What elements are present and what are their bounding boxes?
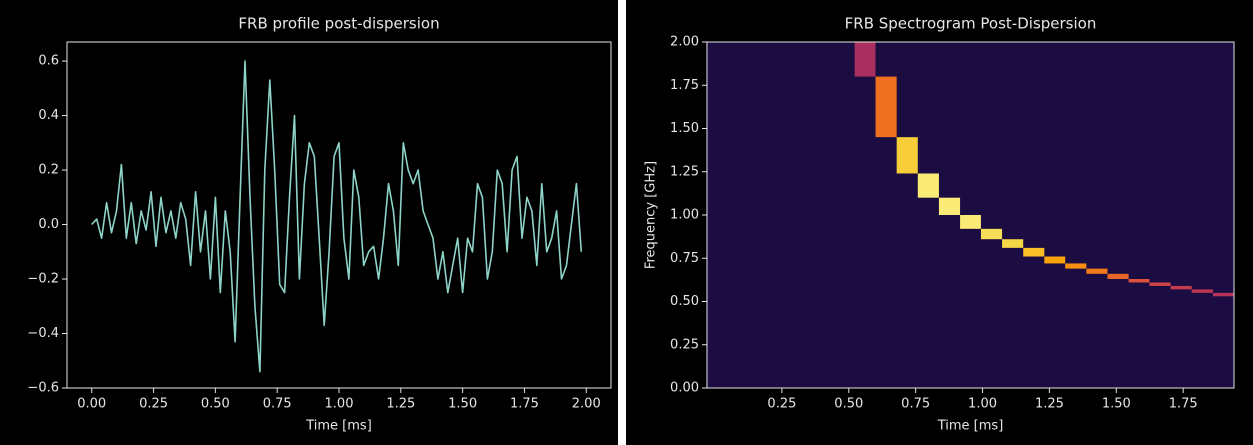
chart-title: FRB profile post-dispersion <box>238 15 439 33</box>
x-tick-label: 1.75 <box>510 397 539 412</box>
x-tick-label: 1.50 <box>1102 397 1131 412</box>
y-tick-label: 0.75 <box>670 251 699 266</box>
heatmap-cell <box>1002 239 1024 248</box>
y-tick-label: 0.6 <box>38 54 59 69</box>
x-tick-label: 2.00 <box>572 397 601 412</box>
y-tick-label: 0.25 <box>670 337 699 352</box>
x-tick-label: 1.75 <box>1169 397 1198 412</box>
y-tick-label: −0.2 <box>27 272 59 287</box>
y-axis-label: Frequency [GHz] <box>644 161 659 269</box>
x-tick-label: 0.00 <box>77 397 106 412</box>
heatmap-cell <box>938 197 961 215</box>
y-tick-label: 1.50 <box>670 121 699 136</box>
heatmap-cell <box>1170 285 1192 290</box>
y-tick-label: −0.4 <box>27 326 59 341</box>
heatmap-cell <box>1086 268 1108 274</box>
x-axis-label: Time [ms] <box>305 419 372 434</box>
x-tick-label: 1.25 <box>386 397 415 412</box>
x-tick-label: 1.00 <box>325 397 354 412</box>
x-tick-label: 1.50 <box>448 397 477 412</box>
y-tick-label: 1.25 <box>670 164 699 179</box>
x-tick-label: 0.50 <box>201 397 230 412</box>
x-axis-label: Time [ms] <box>937 419 1004 434</box>
y-tick-label: 2.00 <box>670 35 699 50</box>
x-tick-label: 1.25 <box>1035 397 1064 412</box>
profile-line <box>91 60 583 373</box>
panel-background <box>0 0 618 445</box>
x-tick-label: 0.75 <box>263 397 292 412</box>
heatmap-cell <box>896 137 918 174</box>
y-tick-label: −0.6 <box>27 381 59 396</box>
heatmap-cell <box>960 215 981 229</box>
y-tick-label: 0.4 <box>38 108 59 123</box>
y-tick-label: 1.75 <box>670 78 699 93</box>
y-tick-label: 0.2 <box>38 163 59 178</box>
x-tick-label: 0.50 <box>834 397 863 412</box>
heatmap-cell <box>1044 256 1066 264</box>
y-tick-label: 0.0 <box>38 217 59 232</box>
x-tick-label: 0.25 <box>767 397 796 412</box>
heatmap-cell <box>1149 282 1171 286</box>
heatmap-cell <box>917 173 939 198</box>
heatmap-cell <box>1128 279 1150 283</box>
heatmap-cell <box>1212 292 1234 297</box>
heatmap-cell <box>854 42 876 77</box>
chart-title: FRB Spectrogram Post-Dispersion <box>845 15 1097 33</box>
heatmap-cell <box>1065 263 1087 269</box>
x-tick-label: 0.75 <box>901 397 930 412</box>
y-tick-label: 0.50 <box>670 294 699 309</box>
y-tick-label: 0.00 <box>670 381 699 396</box>
heatmap-cell <box>875 76 897 138</box>
heatmap-cell <box>1191 289 1213 293</box>
x-tick-label: 1.00 <box>968 397 997 412</box>
heatmap-cell <box>1023 247 1045 257</box>
x-tick-label: 0.25 <box>139 397 168 412</box>
heatmap-cell <box>980 228 1003 240</box>
y-tick-label: 1.00 <box>670 208 699 223</box>
heatmap-cell <box>1107 273 1129 280</box>
